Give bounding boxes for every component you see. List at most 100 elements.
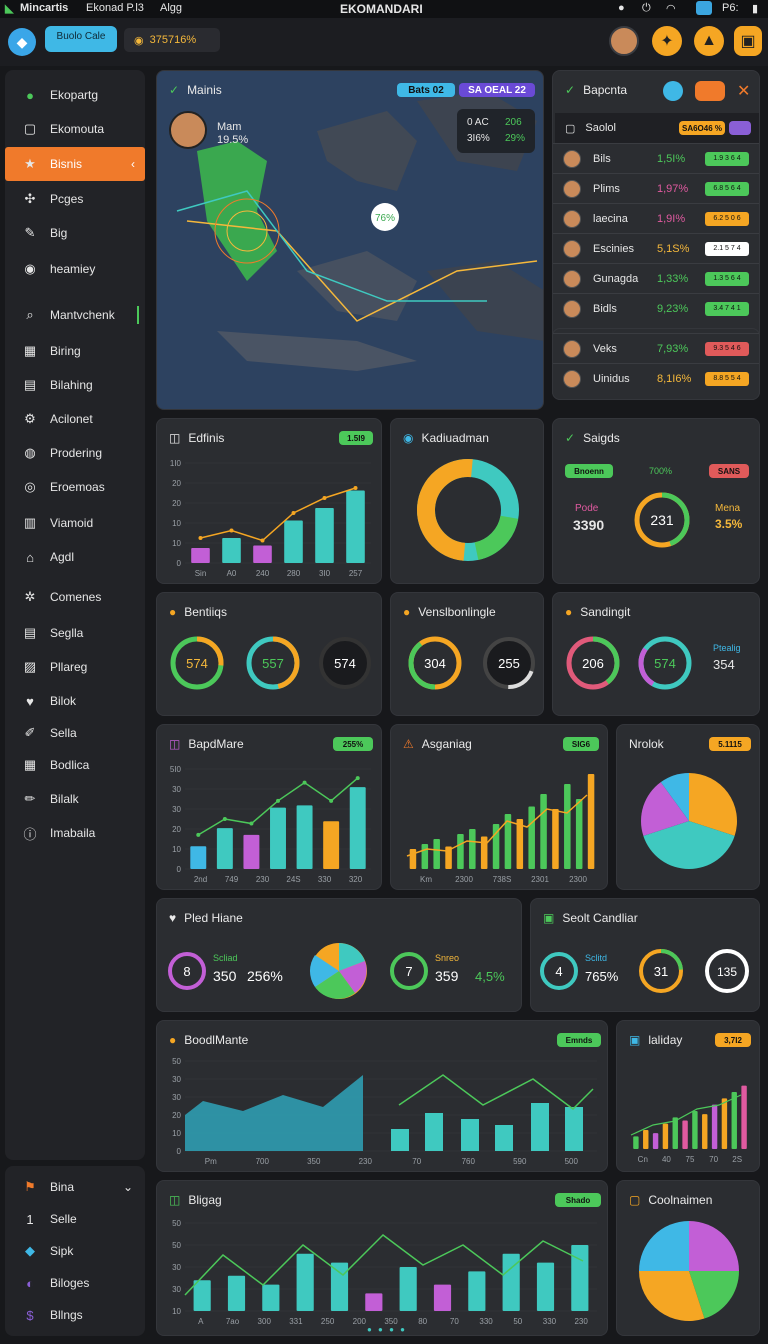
laliday-chart[interactable]: Cn 40 75 70 2S <box>623 1065 755 1165</box>
sidebar-item-14[interactable]: ✲ Comenes <box>5 580 145 614</box>
edfinis-chart[interactable]: 1I0 20 20 10 10 0 Sin A0 240 280 3I0 257 <box>163 455 377 579</box>
sidebar-item-label: Bisnis <box>50 157 83 171</box>
series-line <box>398 1074 594 1110</box>
sidebar-item-2[interactable]: ★ Bisnis ‹ <box>5 147 145 181</box>
lock-icon[interactable]: ▣ <box>734 26 762 56</box>
sidebar-item-11[interactable]: ◎ Eroemoas <box>5 470 145 504</box>
sidebar-item-13[interactable]: ⌂ Agdl <box>5 540 145 574</box>
diamond-icon[interactable]: ◆ <box>8 28 36 56</box>
sidebar-footer-item-0[interactable]: ⚑ Bina ⌄ <box>5 1170 145 1204</box>
user-avatar[interactable] <box>609 26 639 56</box>
asganiag-chart[interactable]: Km 2300 738S 2301 2300 <box>397 761 603 885</box>
chevron-down-icon[interactable]: ⌄ <box>122 1180 133 1194</box>
sidebar-item-15[interactable]: ▤ Seglla <box>5 616 145 650</box>
sidebar-item-17[interactable]: ♥ Bilok <box>5 684 145 718</box>
card-pled: ♥ Pled Hiane 8 Scliad 350 256% 7 Snreo 35… <box>156 898 522 1012</box>
x-tick-label: 3I0 <box>319 569 331 578</box>
stat-b: 206 <box>505 117 522 128</box>
sidebar-item-19[interactable]: ▦ Bodlica <box>5 748 145 782</box>
wifi-icon[interactable]: ◠ <box>666 3 676 15</box>
bar <box>643 1130 649 1149</box>
ranking-row[interactable]: Veks 7,93% 9.3 5 4 6 <box>553 333 759 363</box>
x-tick-label: Cn <box>638 1155 648 1164</box>
sidebar-item-20[interactable]: ✏ Bilalk <box>5 782 145 816</box>
sidebar-item-12[interactable]: ▥ Viamoid <box>5 506 145 540</box>
sidebar-item-21[interactable]: ⓘ Imabaila <box>5 816 145 850</box>
ntolok-pie[interactable] <box>639 771 739 871</box>
sidebar-footer-item-3[interactable]: ◐ Biloges <box>5 1266 145 1300</box>
map-pill-2[interactable]: SA OEAL 22 <box>459 83 535 97</box>
brand-button[interactable]: Buolo Cale <box>45 26 117 52</box>
ranking-row[interactable]: laecina 1,9I% 6.2 5 0 6 <box>553 203 759 233</box>
seok-metrics[interactable]: 4 Sclitd 765% 31 135 <box>537 943 757 1003</box>
y-tick-label: 30 <box>172 1263 181 1272</box>
ranking-row[interactable]: Uinidus 8,1I6% 8.8 5 5 4 <box>553 363 759 393</box>
saigds-ring[interactable]: 231 <box>631 489 693 551</box>
card-asganiag: ⚠ Asganiag SIG6 Km 2300 738S 2301 2300 <box>390 724 608 890</box>
ranking-row[interactable]: Plims 1,97% 6.8 5 6 4 <box>553 173 759 203</box>
sidebar-item-label: Biring <box>50 344 81 358</box>
row-pct: 7,93% <box>657 342 689 355</box>
bar <box>721 1098 728 1149</box>
svg-text:4: 4 <box>555 964 562 979</box>
battery-icon[interactable]: ▮ <box>752 3 759 15</box>
ranking-row[interactable]: Gunagda 1,33% 1.3 5 6 4 <box>553 263 759 293</box>
sidebar-item-6[interactable]: ⌕ Mantvchenk <box>5 298 145 332</box>
bell-icon[interactable]: ▲ <box>694 26 724 56</box>
row-name: Bidls <box>593 302 617 315</box>
row-badge: 6.2 5 0 6 <box>705 211 749 226</box>
line-point <box>276 798 280 803</box>
card-edfinis-title: ◫ Edfinis <box>169 431 225 445</box>
booll-chart[interactable]: 50 30 30 20 10 0 Pm 700 350 230 70 760 590 500 <box>163 1055 603 1167</box>
sidebar-footer-item-4[interactable]: $ Bllngs <box>5 1298 145 1332</box>
pled-metrics[interactable]: 8 Scliad 350 256% 7 Snreo 359 4,5% <box>165 943 519 1003</box>
person-avatar[interactable] <box>169 111 207 149</box>
sidebar-item-5[interactable]: ◉ heamiey <box>5 252 145 286</box>
menu-item-2[interactable]: Algg <box>160 2 183 14</box>
x-tick-label: A <box>198 1317 204 1326</box>
stat-chip[interactable]: ◉ 375716% <box>124 28 220 52</box>
record-icon[interactable]: ● <box>618 2 625 14</box>
sidebar-footer-item-2[interactable]: ◆ Sipk <box>5 1234 145 1268</box>
sidebar-item-3[interactable]: ✣ Pcges <box>5 182 145 216</box>
menu-item-1[interactable]: Ekonad P.l3 <box>86 2 144 14</box>
display-icon[interactable] <box>696 1 712 15</box>
ranking-row[interactable]: Bils 1,5I% 1.9 3 6 4 <box>553 143 759 173</box>
sidebar-item-18[interactable]: ✐ Sella <box>5 716 145 750</box>
x-tick-label: Km <box>420 875 432 884</box>
sidebar-item-9[interactable]: ⚙ Acilonet <box>5 402 145 436</box>
share-icon[interactable]: ✦ <box>652 26 682 56</box>
bar <box>193 1280 211 1311</box>
map-pill-1[interactable]: Bats 02 <box>397 83 455 97</box>
ring-card-3-rings[interactable]: 206 574 <box>559 631 699 695</box>
bapd-chart[interactable]: 5I0 30 30 20 10 0 2nd 749 230 24S 330 320 <box>163 761 377 885</box>
map-marker[interactable] <box>371 203 399 231</box>
sidebar-item-7[interactable]: ▦ Biring <box>5 334 145 368</box>
sidebar-item-1[interactable]: ▢ Ekomouta <box>5 112 145 146</box>
sidebar-item-4[interactable]: ✎ Big <box>5 216 145 250</box>
avatar <box>563 179 581 198</box>
kadi-donut[interactable] <box>413 455 523 565</box>
sidebar-item-0[interactable]: ● Ekopartg <box>5 78 145 112</box>
info-icon[interactable] <box>663 81 683 101</box>
sidebar-item-8[interactable]: ▤ Bilahing <box>5 368 145 402</box>
pen-icon: ✎ <box>24 225 36 240</box>
ring-card-2-rings[interactable]: 304 255 <box>397 631 541 695</box>
ranking-row[interactable]: Escinies 5,1S% 2.1 5 7 4 <box>553 233 759 263</box>
bar <box>399 1267 417 1311</box>
pagination-dots[interactable]: ● ● ● ● <box>367 1325 407 1334</box>
sidebar-footer-item-1[interactable]: 1 Selle <box>5 1202 145 1236</box>
card-booll-pill: Emnds <box>557 1033 601 1047</box>
toggle-icon[interactable] <box>695 81 725 101</box>
ring-card-1-rings[interactable]: 574 557 574 <box>163 631 379 695</box>
blig-chart[interactable]: 50 50 30 30 10 A 7ao 300 331 250 200 350 80 70 330 50 33… <box>163 1215 603 1327</box>
tag-icon[interactable] <box>729 121 751 135</box>
close-icon[interactable]: ✕ <box>737 83 751 100</box>
cool-pie[interactable] <box>637 1219 741 1323</box>
sidebar-item-16[interactable]: ▨ Pllareg <box>5 650 145 684</box>
card-booll: ● BoodlMante Emnds 50 30 30 20 10 0 Pm 700 350 230… <box>156 1020 608 1172</box>
power-icon[interactable]: ⏻ <box>642 2 651 14</box>
sidebar-item-10[interactable]: ◍ Prodering <box>5 436 145 470</box>
ranking-row[interactable]: Bidls 9,23% 3.4 7 4 1 <box>553 293 759 323</box>
stat-d: 29% <box>505 133 526 144</box>
